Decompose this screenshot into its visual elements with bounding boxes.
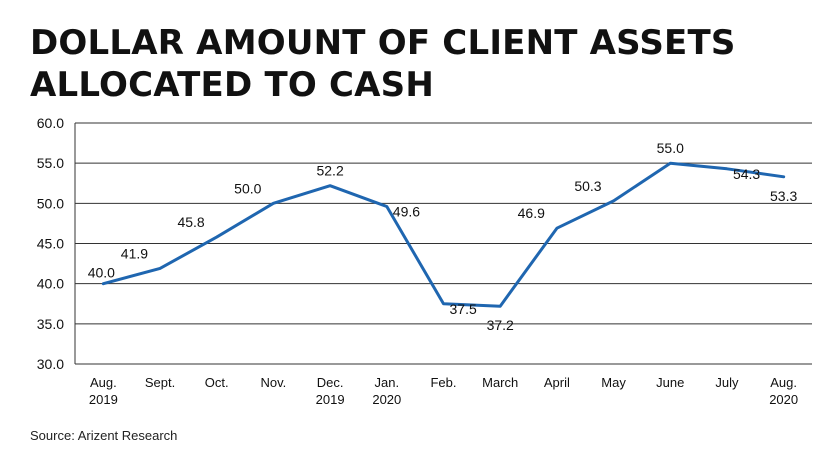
chart-title-line-1: DOLLAR AMOUNT OF CLIENT ASSETS (30, 23, 736, 63)
chart-title-line-2: ALLOCATED TO CASH (30, 65, 434, 105)
data-label: 54.3 (733, 166, 760, 182)
y-tick-label: 40.0 (37, 276, 64, 292)
x-tick-label: Sept. (145, 375, 175, 390)
y-tick-label: 30.0 (37, 356, 64, 372)
y-tick-label: 35.0 (37, 316, 64, 332)
data-label: 37.2 (487, 317, 514, 333)
x-tick-label: May (601, 375, 626, 390)
chart-title: DOLLAR AMOUNT OF CLIENT ASSETS ALLOCATED… (30, 22, 736, 106)
data-label: 46.9 (518, 205, 545, 221)
x-tick-label: Aug. 2019 (89, 375, 118, 407)
x-tick-label: April (544, 375, 570, 390)
data-label: 45.8 (177, 214, 204, 230)
x-tick-label: Feb. (430, 375, 456, 390)
data-label: 53.3 (770, 188, 797, 204)
data-label: 50.0 (234, 180, 261, 196)
x-tick-label: Nov. (261, 375, 287, 390)
x-tick-label: March (482, 375, 518, 390)
x-tick-label: June (656, 375, 684, 390)
data-label: 52.2 (316, 163, 343, 179)
data-label: 49.6 (393, 204, 420, 220)
source-note: Source: Arizent Research (30, 428, 178, 443)
data-label: 50.3 (574, 178, 601, 194)
data-label: 40.0 (88, 265, 115, 281)
series-line (101, 161, 786, 308)
x-tick-label: Aug. 2020 (769, 375, 798, 407)
x-tick-label: Dec. 2019 (316, 375, 345, 407)
data-label: 55.0 (657, 140, 684, 156)
y-tick-label: 60.0 (37, 115, 64, 131)
x-tick-label: Oct. (205, 375, 229, 390)
x-tick-label: Jan. 2020 (372, 375, 401, 407)
x-tick-label: July (715, 375, 739, 390)
data-label: 37.5 (450, 301, 477, 317)
y-tick-label: 55.0 (37, 155, 64, 171)
y-tick-label: 50.0 (37, 195, 64, 211)
data-label: 41.9 (121, 245, 148, 261)
y-tick-label: 45.0 (37, 236, 64, 252)
